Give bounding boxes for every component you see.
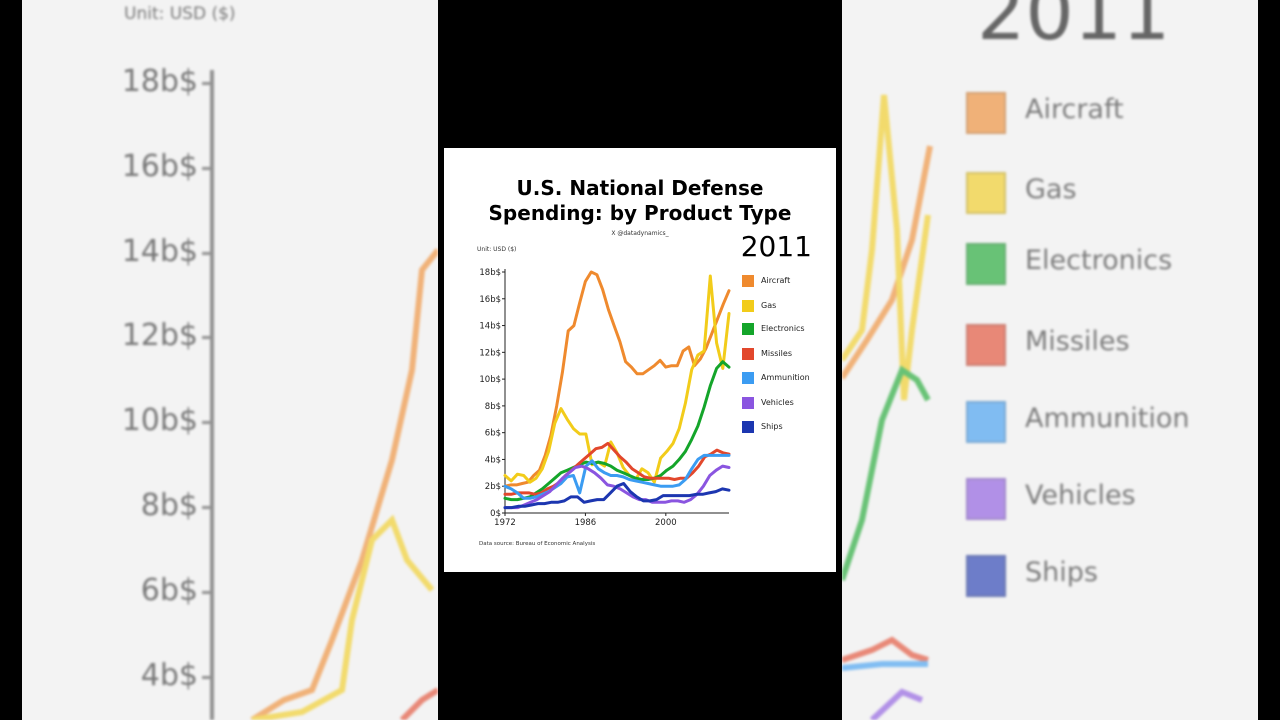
legend-label: Ships [761, 422, 783, 431]
legend-swatch [742, 372, 754, 384]
y-tick-label: 0$ [490, 509, 501, 519]
y-tick-label: 6b$ [485, 429, 501, 439]
bg-legend-label: Ammunition [1025, 403, 1190, 434]
background-right-panel: 2011 Aircraft Gas Electronics Missiles A… [842, 0, 1258, 720]
bg-y-tick-label: 10b$ [121, 403, 198, 438]
bg-legend-swatch [966, 401, 1006, 443]
bg-line-aircraft [250, 248, 438, 720]
credit-label: X @datadynamics_ [611, 230, 669, 237]
line-chart: 0$ 2b$ 4b$ 6b$ 8b$ 10b$ 12b$ 14b$ 16b$ 18b$ 1972 19… [479, 268, 731, 528]
chart-title: U.S. National Defense Spending: by Produ… [444, 176, 836, 226]
legend-swatch [742, 421, 754, 433]
y-tick-label: 12b$ [479, 348, 501, 358]
bg-legend-swatch [966, 172, 1006, 214]
bg-line-electronics [842, 365, 931, 581]
bg-legend-label: Ships [1025, 557, 1098, 588]
chart-title-line: U.S. National Defense [516, 176, 764, 200]
legend-swatch [742, 397, 754, 409]
bg-tick-mark [202, 506, 212, 509]
legend-swatch [742, 323, 754, 335]
bg-legend-label: Aircraft [1025, 94, 1124, 125]
bg-tick-mark [202, 336, 212, 339]
legend-swatch [742, 275, 754, 287]
background-left-panel: Unit: USD ($) 18b$ 16b$ 14b$ 12b$ 10b$ 8… [22, 0, 438, 720]
bg-y-tick-label: 12b$ [121, 318, 198, 353]
bg-legend-swatch [966, 478, 1006, 520]
bg-legend-label: Gas [1025, 174, 1077, 205]
bg-legend-swatch [966, 555, 1006, 597]
bg-y-tick-label: 6b$ [140, 573, 198, 608]
bg-line-aircraft [842, 145, 933, 380]
y-tick-label: 14b$ [479, 322, 501, 332]
legend-label: Gas [761, 301, 777, 310]
bg-y-tick-label: 16b$ [121, 149, 198, 184]
bg-tick-mark [202, 82, 212, 85]
bg-right-lines [842, 94, 933, 720]
y-tick-label: 4b$ [485, 455, 501, 465]
bg-y-axis-line [210, 70, 214, 720]
bg-tick-mark [202, 167, 212, 170]
bg-y-tick-label: 18b$ [121, 64, 198, 99]
y-tick-label: 2b$ [485, 482, 501, 492]
series-line-ammunition [503, 453, 731, 500]
bg-year-label: 2011 [977, 0, 1171, 57]
x-tick-label: 1986 [575, 518, 597, 528]
source-label: Data source: Bureau of Economic Analysis [479, 541, 596, 547]
x-tick-label: 1972 [494, 518, 516, 528]
bg-legend-label: Vehicles [1025, 480, 1136, 511]
chart-card: 0$ 2b$ 4b$ 6b$ 8b$ 10b$ 12b$ 14b$ 16b$ 18b$ 1972 19… [444, 148, 836, 572]
bg-line-missiles [399, 687, 438, 720]
unit-label: Unit: USD ($) [477, 246, 517, 253]
legend-swatch [742, 348, 754, 360]
bg-y-tick-label: 4b$ [140, 658, 198, 693]
bg-legend-swatch [966, 92, 1006, 134]
y-tick-label: 18b$ [479, 268, 501, 278]
bg-tick-mark [202, 676, 212, 679]
bg-line-gas [251, 514, 435, 720]
y-tick-label: 16b$ [479, 295, 501, 305]
bg-line-vehicles [869, 688, 924, 720]
legend-label: Ammunition [761, 373, 810, 382]
series-line-electronics [503, 360, 731, 502]
bg-y-tick-label: 8b$ [140, 488, 198, 523]
x-tick-label: 2000 [655, 518, 677, 528]
bg-line-gas [842, 94, 931, 401]
bg-legend-swatch [966, 243, 1006, 285]
bg-legend-swatch [966, 324, 1006, 366]
legend-label: Missiles [761, 349, 792, 358]
bg-y-tick-label: 14b$ [121, 234, 198, 269]
chart-title-line: Spending: by Product Type [488, 201, 792, 225]
y-tick-label: 10b$ [479, 375, 501, 385]
series-line-ships [503, 482, 731, 510]
bg-line-missiles [842, 636, 929, 663]
bg-tick-mark [202, 421, 212, 424]
legend-label: Vehicles [761, 398, 794, 407]
bg-tick-mark [202, 252, 212, 255]
legend-label: Electronics [761, 324, 805, 333]
bg-unit-label: Unit: USD ($) [124, 4, 236, 24]
bg-tick-mark [202, 591, 212, 594]
bg-line-ammunition [842, 661, 928, 671]
series-line-missiles [503, 441, 731, 496]
series-line-aircraft [503, 270, 731, 488]
legend-swatch [742, 300, 754, 312]
legend-label: Aircraft [761, 276, 791, 285]
bg-legend-label: Electronics [1025, 245, 1173, 276]
bg-left-lines [250, 248, 438, 720]
y-tick-label: 8b$ [485, 402, 501, 412]
bg-legend-label: Missiles [1025, 326, 1130, 357]
current-year-label: 2011 [740, 230, 812, 263]
